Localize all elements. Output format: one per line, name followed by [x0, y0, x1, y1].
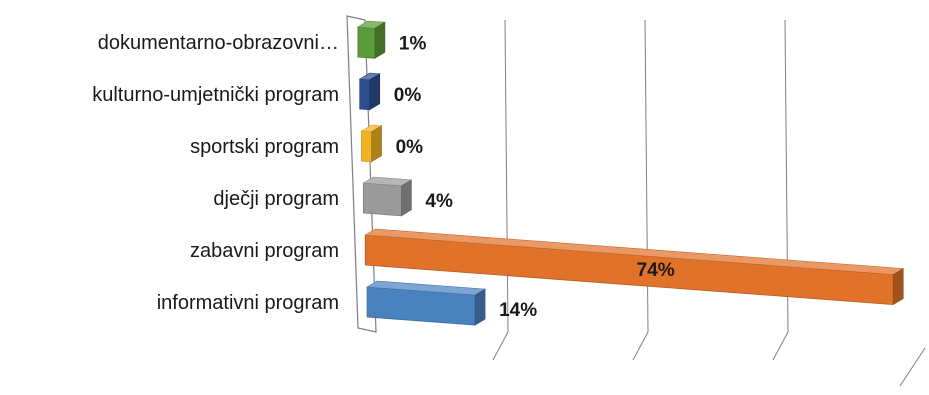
value-label-3: 0%	[396, 137, 424, 158]
bar-4	[363, 182, 402, 217]
bar-1	[357, 26, 376, 59]
gridline-foot-2	[632, 331, 649, 361]
value-label-6: 14%	[499, 300, 537, 321]
gridline-foot-1	[492, 331, 509, 361]
value-label-5: 74%	[637, 260, 675, 281]
bar-end-2	[369, 73, 381, 111]
bar-end-1	[374, 21, 386, 59]
gridline-end	[899, 347, 926, 387]
bar-end-6	[474, 288, 486, 326]
category-label-2: kulturno-umjetnički program	[92, 84, 339, 106]
category-label-5: zabavni program	[190, 240, 339, 262]
category-label-4: dječji program	[213, 188, 339, 210]
bar-3	[361, 130, 372, 163]
bar-end-4	[401, 179, 412, 217]
value-label-2: 0%	[394, 85, 422, 106]
gridline-1	[504, 19, 509, 333]
value-label-4: 4%	[425, 191, 453, 212]
category-label-1: dokumentarno-obrazovni…	[98, 32, 339, 54]
category-label-3: sportski program	[190, 136, 339, 158]
bar-2	[359, 78, 371, 111]
category-label-6: informativni program	[157, 292, 339, 314]
gridline-foot-3	[772, 331, 789, 361]
bar-end-3	[371, 125, 382, 163]
bar-end-5	[892, 268, 904, 306]
bars	[356, 20, 905, 326]
labels: informativni program 14% zabavni program 74…	[92, 32, 675, 321]
value-label-1: 1%	[399, 33, 427, 54]
